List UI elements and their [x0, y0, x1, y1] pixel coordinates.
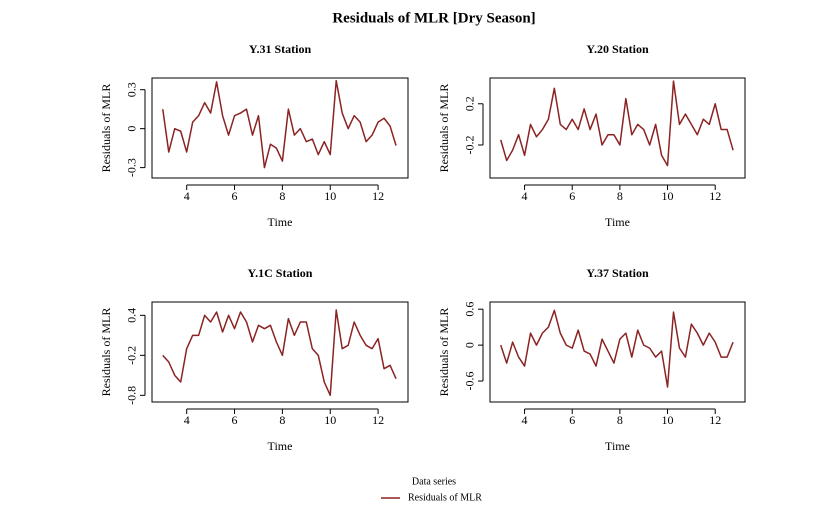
x-tick-label: 8 [617, 189, 623, 203]
y-tick-label: -0.8 [125, 386, 139, 405]
y-tick-label: -0.2 [463, 136, 477, 155]
x-tick-label: 10 [662, 189, 674, 203]
x-axis-title: Time [605, 215, 630, 229]
y-tick-label: 0.2 [463, 96, 477, 111]
x-tick-label: 4 [522, 413, 528, 427]
y-axis-title: Residuals of MLR [437, 308, 451, 397]
plot-box [151, 77, 409, 179]
x-axis-title: Time [605, 439, 630, 453]
panel-title: Y.1C Station [248, 266, 313, 280]
x-tick-label: 8 [279, 413, 285, 427]
x-tick-label: 12 [709, 189, 721, 203]
x-tick-label: 10 [324, 413, 336, 427]
x-axis-title: Time [268, 439, 293, 453]
plot-box [489, 77, 746, 179]
series-line [500, 309, 734, 388]
y-tick-label: 0 [125, 126, 139, 132]
y-tick-label: 0.3 [125, 82, 139, 97]
y-tick-label: 0.4 [125, 308, 139, 323]
series-line [499, 80, 734, 167]
x-tick-label: 12 [709, 413, 721, 427]
x-tick-label: 6 [569, 413, 575, 427]
x-tick-label: 12 [372, 413, 384, 427]
x-tick-label: 6 [232, 413, 238, 427]
x-tick-label: 10 [662, 413, 674, 427]
x-tick-label: 4 [522, 189, 528, 203]
plot-box [151, 301, 409, 403]
legend-label: Residuals of MLR [408, 492, 482, 503]
series-line [162, 79, 397, 169]
main-title: Residuals of MLR [Dry Season] [332, 10, 535, 26]
panel-title: Y.31 Station [249, 42, 312, 56]
series-line [162, 309, 397, 397]
y-axis-title: Residuals of MLR [99, 308, 113, 397]
x-tick-label: 4 [184, 189, 190, 203]
legend-title: Data series [412, 476, 456, 487]
y-axis-title: Residuals of MLR [437, 84, 451, 173]
y-tick-label: -0.6 [463, 372, 477, 391]
y-tick-label: -0.2 [125, 346, 139, 365]
x-axis-title: Time [268, 215, 293, 229]
x-tick-label: 8 [617, 413, 623, 427]
y-tick-label: 0.6 [463, 302, 477, 317]
y-tick-label: -0.3 [125, 158, 139, 177]
x-tick-label: 4 [184, 413, 190, 427]
x-tick-label: 6 [569, 189, 575, 203]
x-tick-label: 6 [232, 189, 238, 203]
y-tick-label: 0 [463, 342, 477, 348]
y-axis-title: Residuals of MLR [99, 84, 113, 173]
x-tick-label: 12 [372, 189, 384, 203]
panel-title: Y.37 Station [586, 266, 649, 280]
panel-title: Y.20 Station [586, 42, 649, 56]
x-tick-label: 8 [279, 189, 285, 203]
x-tick-label: 10 [324, 189, 336, 203]
plot-box [489, 301, 746, 403]
